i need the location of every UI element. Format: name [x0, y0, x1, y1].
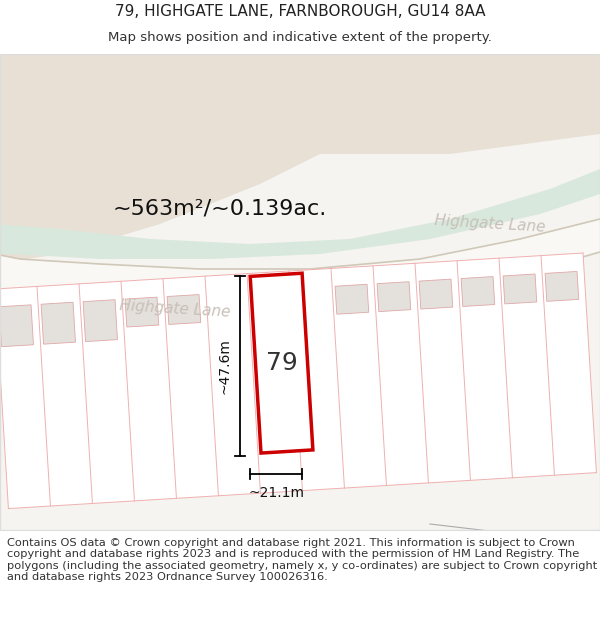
Polygon shape: [167, 294, 201, 324]
Polygon shape: [0, 305, 34, 347]
Polygon shape: [0, 253, 596, 509]
Polygon shape: [0, 49, 600, 264]
Text: Highgate Lane: Highgate Lane: [119, 298, 231, 320]
Polygon shape: [335, 284, 369, 314]
Polygon shape: [83, 300, 118, 342]
Text: 79: 79: [266, 351, 298, 375]
Text: Contains OS data © Crown copyright and database right 2021. This information is : Contains OS data © Crown copyright and d…: [7, 538, 598, 582]
Polygon shape: [419, 279, 453, 309]
Polygon shape: [545, 271, 579, 301]
Polygon shape: [125, 297, 159, 327]
Text: ~563m²/~0.139ac.: ~563m²/~0.139ac.: [113, 199, 327, 219]
Polygon shape: [503, 274, 537, 304]
Polygon shape: [461, 277, 495, 306]
Polygon shape: [0, 219, 600, 302]
Text: Map shows position and indicative extent of the property.: Map shows position and indicative extent…: [108, 31, 492, 44]
Polygon shape: [377, 282, 411, 312]
Text: 79, HIGHGATE LANE, FARNBOROUGH, GU14 8AA: 79, HIGHGATE LANE, FARNBOROUGH, GU14 8AA: [115, 4, 485, 19]
Text: Highgate Lane: Highgate Lane: [434, 213, 546, 235]
Polygon shape: [0, 169, 600, 259]
Polygon shape: [250, 273, 313, 453]
Text: ~47.6m: ~47.6m: [218, 338, 232, 394]
Polygon shape: [41, 302, 76, 344]
Text: ~21.1m: ~21.1m: [248, 486, 304, 500]
